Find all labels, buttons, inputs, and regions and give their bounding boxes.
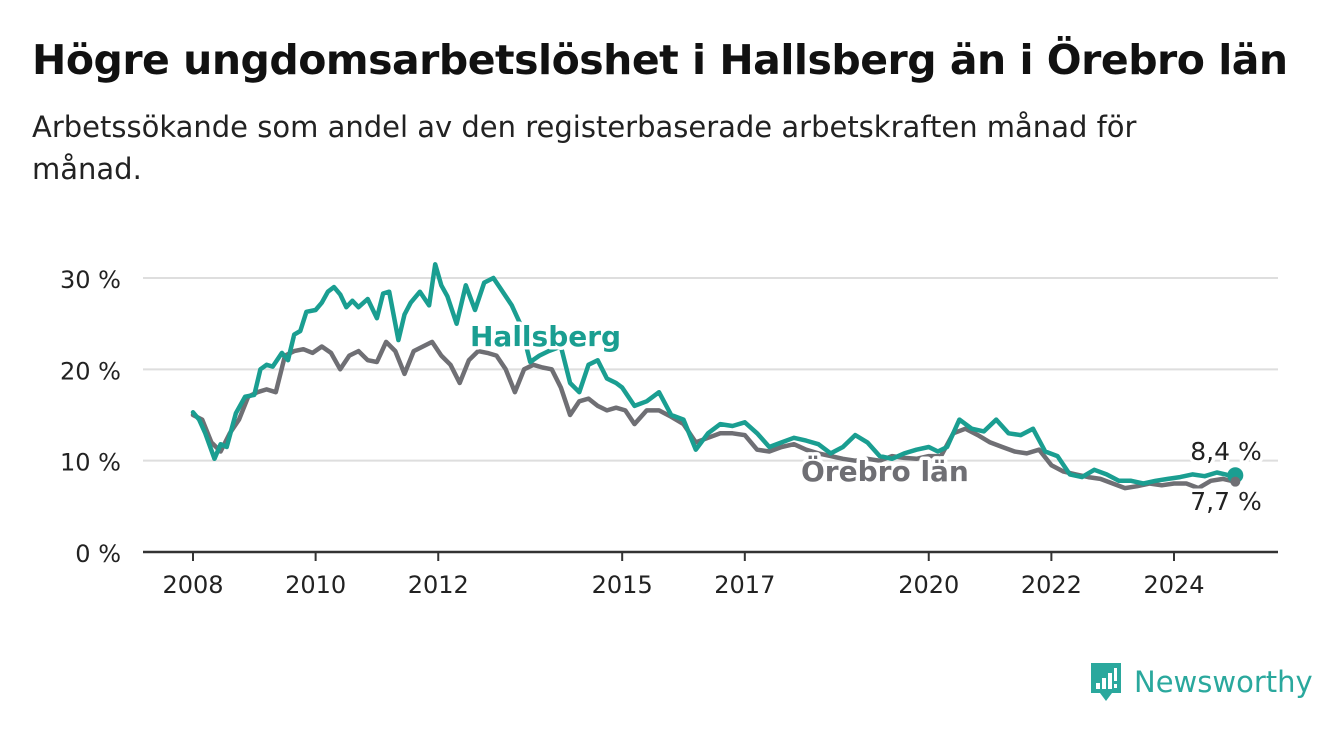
chart-subtitle: Arbetssökande som andel av den registerb…	[32, 110, 1137, 186]
newsworthy-logo-icon	[1091, 663, 1121, 701]
y-tick-label: 0 %	[75, 540, 121, 568]
x-tick-label: 2017	[714, 571, 775, 599]
y-tick-label: 10 %	[60, 449, 121, 477]
orebro-lan-label-halo: Örebro län	[801, 454, 969, 488]
hallsberg-end-value-halo: 8,4 %	[1190, 437, 1261, 466]
orebro-lan-end-point	[1230, 476, 1241, 487]
x-tick-label: 2020	[898, 571, 959, 599]
series-line-orebro-lan	[190, 339, 1238, 491]
series-line-hallsberg	[190, 262, 1238, 486]
y-axis-ticks: 0 % 10 % 20 % 30 %	[60, 266, 121, 568]
orebro-lan-label: Örebro län	[801, 454, 969, 488]
x-tick-label: 2008	[162, 571, 223, 599]
brand: Newsworthy	[1088, 660, 1313, 704]
hallsberg-end-value: 8,4 %	[1190, 437, 1261, 466]
orebro-lan-end-value-halo: 7,7 %	[1190, 487, 1261, 516]
y-tick-label: 30 %	[60, 266, 121, 294]
y-tick-label: 20 %	[60, 357, 121, 385]
x-tick-label: 2015	[592, 571, 653, 599]
x-tick-label: 2010	[285, 571, 346, 599]
x-tick-label: 2022	[1021, 571, 1082, 599]
x-tick-label: 2012	[408, 571, 469, 599]
grid-lines	[143, 277, 1278, 554]
orebro-lan-end-value: 7,7 %	[1190, 487, 1261, 516]
x-axis-ticks: 2008 2010 2012 2015 2017 2020 2022 2024	[162, 552, 1205, 599]
x-tick-label: 2024	[1143, 571, 1204, 599]
hallsberg-label: Hallsberg	[470, 320, 621, 353]
hallsberg-label-halo: Hallsberg	[470, 320, 621, 353]
brand-name: Newsworthy	[1134, 665, 1313, 699]
chart-title: Högre ungdomsarbetslöshet i Hallsberg än…	[32, 36, 1288, 84]
series-lines	[190, 262, 1244, 491]
